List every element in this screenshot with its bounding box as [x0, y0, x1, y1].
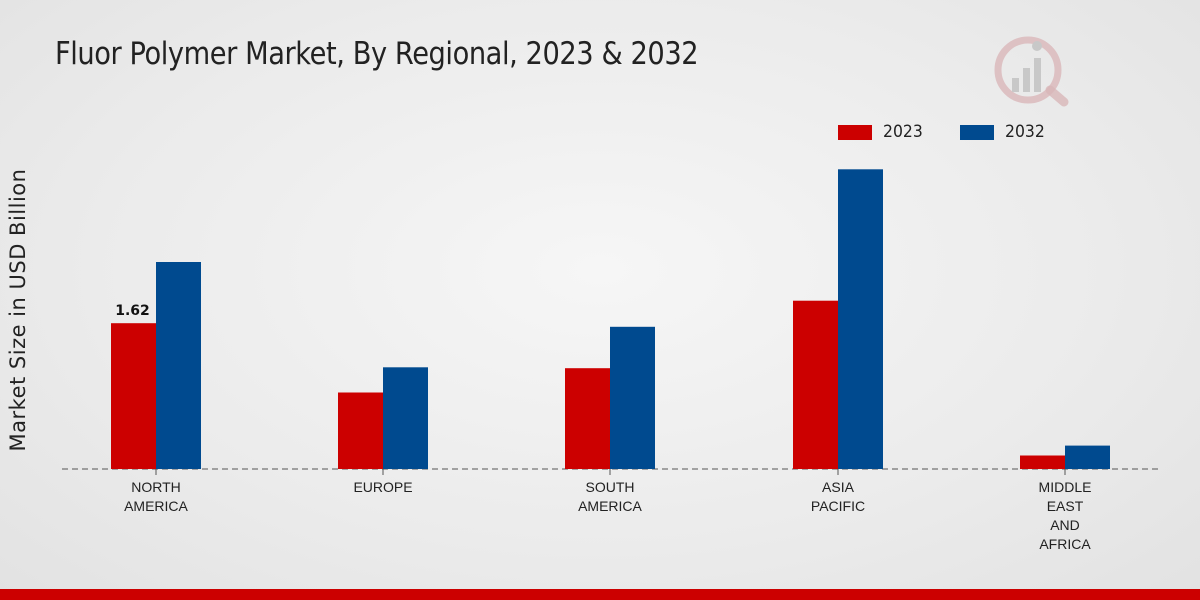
bar-2032-south-america[interactable]	[610, 326, 655, 469]
x-tick-label: NORTH AMERICA	[124, 479, 188, 514]
x-tick-label: ASIA PACIFIC	[811, 479, 865, 514]
x-tick-label: SOUTH AMERICA	[578, 479, 642, 514]
bar-2032-north-america[interactable]	[156, 262, 201, 469]
bar-2023-north-america[interactable]	[111, 323, 156, 469]
data-label: 1.62	[115, 303, 150, 319]
bar-2023-south-america[interactable]	[565, 368, 610, 469]
bar-2023-asia-pacific[interactable]	[793, 300, 838, 469]
bar-2032-europe[interactable]	[383, 367, 428, 469]
legend-label-2023: 2023	[883, 122, 923, 142]
legend-swatch-2023	[838, 124, 872, 140]
legend-swatch-2032	[960, 124, 995, 140]
bar-2023-europe[interactable]	[338, 392, 383, 470]
x-tick-label: EUROPE	[353, 479, 412, 495]
legend-item-2032[interactable]: 2032	[960, 122, 1048, 142]
bar-2023-middle-east-and-africa[interactable]	[1020, 455, 1065, 470]
legend-item-2023[interactable]: 2023	[838, 122, 926, 142]
footer-accent-bar	[0, 589, 1200, 600]
bar-2032-middle-east-and-africa[interactable]	[1065, 445, 1110, 469]
chart-legend: 2023 2032	[838, 122, 1083, 142]
chart-title: Fluor Polymer Market, By Regional, 2023 …	[55, 36, 699, 72]
legend-label-2032: 2032	[1005, 122, 1046, 142]
market-research-logo-icon	[994, 36, 1069, 107]
bar-2032-asia-pacific[interactable]	[838, 169, 883, 470]
x-tick-label: MIDDLE EAST AND AFRICA	[1039, 479, 1092, 552]
